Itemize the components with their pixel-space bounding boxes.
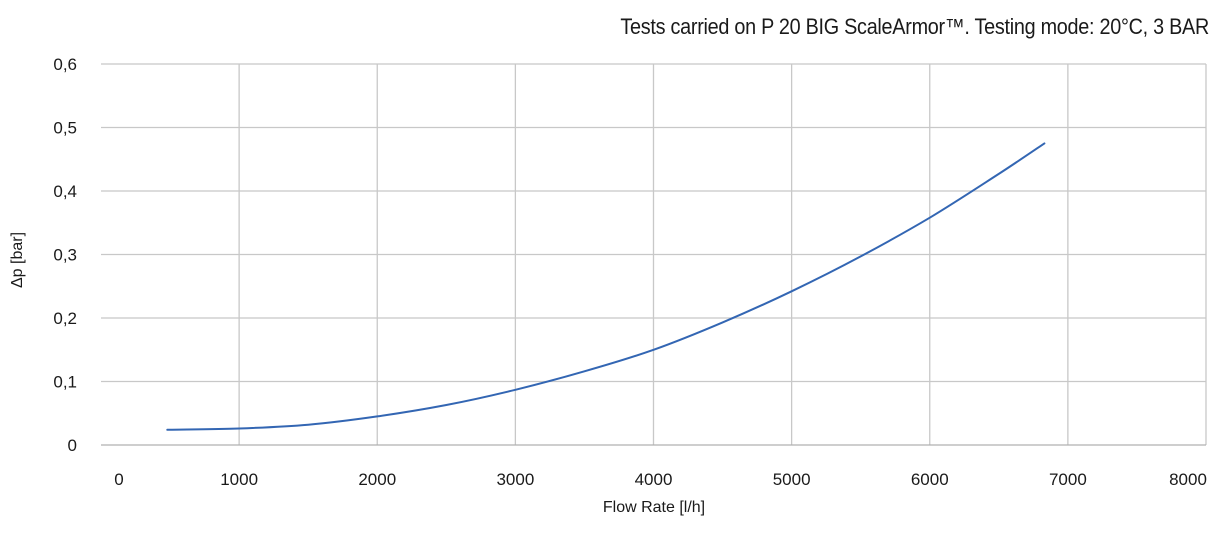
x-tick-label: 0	[114, 470, 123, 489]
x-tick-label: 2000	[358, 470, 396, 489]
y-tick-label: 0	[68, 436, 77, 455]
y-tick-label: 0,3	[53, 246, 77, 265]
x-tick-label: 1000	[220, 470, 258, 489]
y-tick-label: 0,1	[53, 373, 77, 392]
x-tick-label: 6000	[911, 470, 949, 489]
y-axis-label: Δp [bar]	[9, 232, 26, 288]
y-tick-label: 0,5	[53, 119, 77, 138]
y-tick-label: 0,2	[53, 309, 77, 328]
x-axis-label: Flow Rate [l/h]	[603, 499, 705, 516]
x-tick-label: 5000	[773, 470, 811, 489]
series-line	[166, 142, 1046, 431]
y-tick-label: 0,6	[53, 55, 77, 74]
x-tick-label: 8000	[1169, 470, 1207, 489]
x-tick-label: 7000	[1049, 470, 1087, 489]
chart-title: Tests carried on P 20 BIG ScaleArmor™. T…	[620, 14, 1209, 39]
x-tick-label: 3000	[496, 470, 534, 489]
y-tick-label: 0,4	[53, 182, 77, 201]
x-tick-label: 4000	[635, 470, 673, 489]
